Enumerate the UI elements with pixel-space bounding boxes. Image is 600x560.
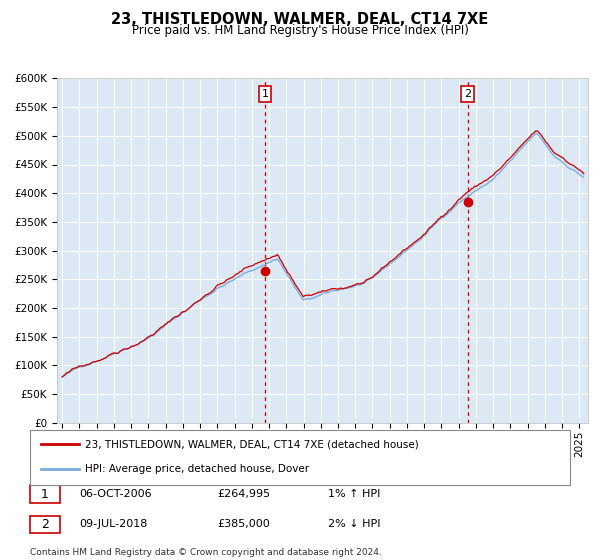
Text: 1% ↑ HPI: 1% ↑ HPI bbox=[328, 489, 380, 499]
Text: £264,995: £264,995 bbox=[217, 489, 271, 499]
Text: Contains HM Land Registry data © Crown copyright and database right 2024.
This d: Contains HM Land Registry data © Crown c… bbox=[29, 548, 381, 560]
FancyBboxPatch shape bbox=[29, 430, 571, 485]
Text: 1: 1 bbox=[262, 89, 268, 99]
FancyBboxPatch shape bbox=[29, 486, 60, 503]
Text: 2: 2 bbox=[464, 89, 471, 99]
Text: Price paid vs. HM Land Registry's House Price Index (HPI): Price paid vs. HM Land Registry's House … bbox=[131, 24, 469, 37]
Text: 06-OCT-2006: 06-OCT-2006 bbox=[79, 489, 152, 499]
Text: 23, THISTLEDOWN, WALMER, DEAL, CT14 7XE: 23, THISTLEDOWN, WALMER, DEAL, CT14 7XE bbox=[112, 12, 488, 27]
Text: HPI: Average price, detached house, Dover: HPI: Average price, detached house, Dove… bbox=[85, 464, 309, 474]
Text: 23, THISTLEDOWN, WALMER, DEAL, CT14 7XE (detached house): 23, THISTLEDOWN, WALMER, DEAL, CT14 7XE … bbox=[85, 439, 418, 449]
FancyBboxPatch shape bbox=[29, 516, 60, 533]
Text: 2% ↓ HPI: 2% ↓ HPI bbox=[328, 520, 380, 529]
Text: 09-JUL-2018: 09-JUL-2018 bbox=[79, 520, 148, 529]
Text: £385,000: £385,000 bbox=[217, 520, 270, 529]
Text: 2: 2 bbox=[41, 518, 49, 531]
Text: 1: 1 bbox=[41, 488, 49, 501]
